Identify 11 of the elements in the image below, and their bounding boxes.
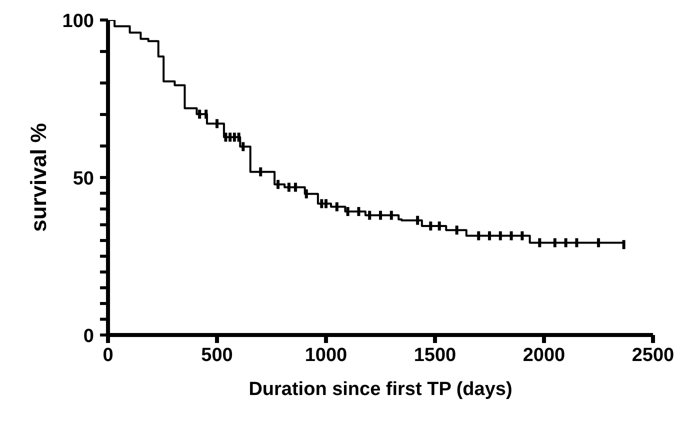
y-tick-label: 50 [72,168,94,190]
x-axis-title: Duration since first TP (days) [248,379,512,400]
x-tick-label: 2500 [632,345,674,366]
x-tick-label: 500 [201,345,233,366]
x-tick-label: 1500 [414,345,456,366]
x-tick-label: 1000 [304,345,348,366]
y-tick-label: 0 [83,326,94,347]
y-axis-title: survival % [26,123,51,232]
x-tick-label: 0 [102,345,114,366]
y-tick-label: 100 [62,11,94,32]
x-tick-label: 2000 [522,345,566,366]
